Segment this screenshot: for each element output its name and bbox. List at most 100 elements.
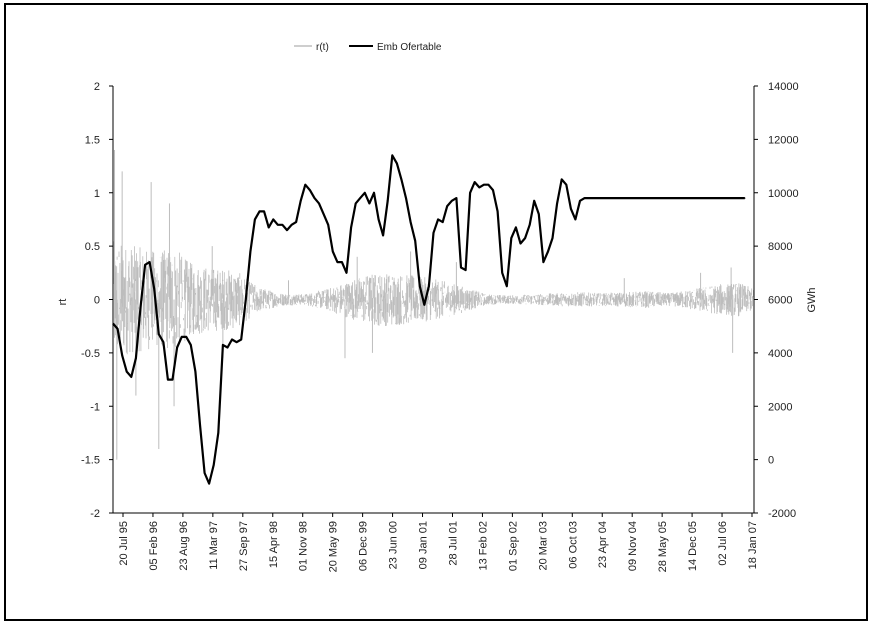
emb-ofertable-point [153, 288, 155, 290]
x-tick-label: 14 Dec 05 [687, 521, 699, 571]
emb-ofertable-point [419, 285, 421, 287]
emb-ofertable-point [364, 192, 366, 194]
emb-ofertable-point [245, 298, 247, 301]
emb-ofertable-point [593, 197, 595, 199]
emb-ofertable-point [263, 210, 265, 213]
emb-ofertable-point [396, 162, 398, 164]
emb-ofertable-point [382, 234, 384, 237]
emb-ofertable-point [652, 197, 654, 199]
emb-ofertable-point [735, 197, 737, 199]
emb-ofertable-point [625, 197, 627, 199]
emb-ofertable-point [277, 224, 279, 226]
y-left-axis-label: rt [57, 299, 69, 306]
emb-ofertable-point [588, 197, 590, 199]
x-tick-label: 28 May 05 [657, 521, 669, 572]
emb-ofertable-point [222, 344, 224, 346]
emb-ofertable-point [217, 432, 219, 434]
emb-ofertable-point [721, 197, 723, 199]
emb-ofertable-point [126, 370, 128, 373]
x-tick-label: 01 Sep 02 [507, 521, 519, 571]
emb-ofertable-point [446, 205, 448, 207]
emb-ofertable-point [675, 197, 677, 199]
emb-ofertable-point [318, 202, 320, 205]
emb-ofertable-point [432, 232, 435, 234]
emb-ofertable-point [290, 224, 293, 226]
emb-ofertable-point [744, 197, 746, 199]
x-tick-label: 09 Nov 04 [627, 521, 639, 571]
legend-label-returns: r(t) [316, 42, 329, 53]
emb-ofertable-point [258, 210, 261, 213]
emb-ofertable-series-layer [112, 154, 746, 485]
emb-ofertable-point [190, 344, 192, 346]
emb-ofertable-point [391, 154, 393, 156]
emb-ofertable-point [442, 221, 444, 223]
y-left-tick-label: 2 [94, 81, 100, 93]
x-tick-label: 01 Nov 98 [298, 521, 310, 571]
emb-ofertable-point [464, 269, 467, 271]
emb-ofertable-point [236, 341, 238, 343]
emb-ofertable-point [565, 184, 567, 186]
emb-ofertable-point [725, 197, 728, 199]
emb-ofertable-point [203, 472, 206, 474]
y-right-axis-label: GWh [806, 287, 818, 312]
emb-ofertable-point [634, 197, 636, 199]
x-tick-label: 11 Mar 97 [208, 521, 220, 570]
emb-ofertable-point [332, 250, 334, 253]
y-left-tick-label: 0.5 [85, 241, 100, 253]
emb-ofertable-point [689, 197, 691, 199]
emb-ofertable-point [341, 261, 343, 263]
emb-ofertable-point [437, 218, 439, 221]
emb-ofertable-point [213, 464, 215, 466]
emb-ofertable-point [506, 285, 508, 287]
emb-ofertable-point [121, 354, 123, 357]
emb-ofertable-point [162, 341, 164, 343]
emb-ofertable-point [414, 240, 416, 242]
x-tick-label: 15 Apr 98 [268, 521, 280, 568]
emb-ofertable-point [377, 218, 380, 221]
x-tick-label: 20 Mar 03 [537, 521, 549, 571]
y-left-tick-label: -1 [90, 401, 100, 413]
axes-layer: 2 1.5 1 0.5 0 -0.5 -1 -1.5 -2 14000 12000 10000 8000… [81, 81, 799, 572]
emb-ofertable-point [616, 197, 618, 199]
returns-series-line [112, 241, 755, 355]
emb-ofertable-point [368, 202, 370, 205]
legend-label-emb-ofertable: Emb Ofertable [377, 42, 442, 53]
emb-ofertable-point [350, 226, 352, 229]
x-tick-label: 28 Jul 01 [447, 521, 459, 566]
emb-ofertable-point [611, 197, 613, 199]
y-right-tick-label: 10000 [768, 188, 799, 200]
emb-ofertable-point [309, 189, 311, 191]
y-right-tick-label: 8000 [768, 241, 792, 253]
y-right-tick-label: 0 [768, 455, 774, 467]
emb-ofertable-point [167, 378, 169, 381]
emb-ofertable-point [583, 197, 586, 199]
emb-ofertable-point [538, 213, 540, 215]
emb-ofertable-point [670, 197, 673, 199]
x-tick-label: 13 Feb 02 [477, 521, 489, 571]
emb-ofertable-point [387, 200, 389, 202]
emb-ofertable-point [620, 197, 622, 199]
emb-ofertable-point [712, 197, 714, 199]
emb-ofertable-point [410, 221, 412, 223]
emb-ofertable-point [606, 197, 609, 199]
x-tick-label: 05 Feb 96 [148, 521, 160, 571]
x-tick-label: 06 Dec 99 [358, 521, 370, 571]
emb-ofertable-point [300, 200, 302, 202]
y-left-tick-label: -2 [90, 508, 100, 520]
emb-ofertable-point [460, 266, 462, 269]
emb-ofertable-point [684, 197, 686, 199]
emb-ofertable-point [139, 306, 142, 309]
emb-ofertable-point [492, 189, 494, 191]
emb-ofertable-point [529, 224, 531, 226]
emb-ofertable-point [286, 229, 288, 231]
emb-ofertable-point [231, 338, 233, 341]
y-right-tick-label: 6000 [768, 295, 792, 307]
returns-series-layer [112, 150, 755, 460]
emb-ofertable-point [455, 197, 457, 199]
emb-ofertable-point [249, 250, 251, 253]
emb-ofertable-point [295, 221, 297, 223]
emb-ofertable-point [171, 378, 174, 381]
emb-ofertable-point [451, 200, 453, 202]
emb-ofertable-point [199, 424, 201, 426]
emb-ofertable-point [478, 186, 480, 189]
